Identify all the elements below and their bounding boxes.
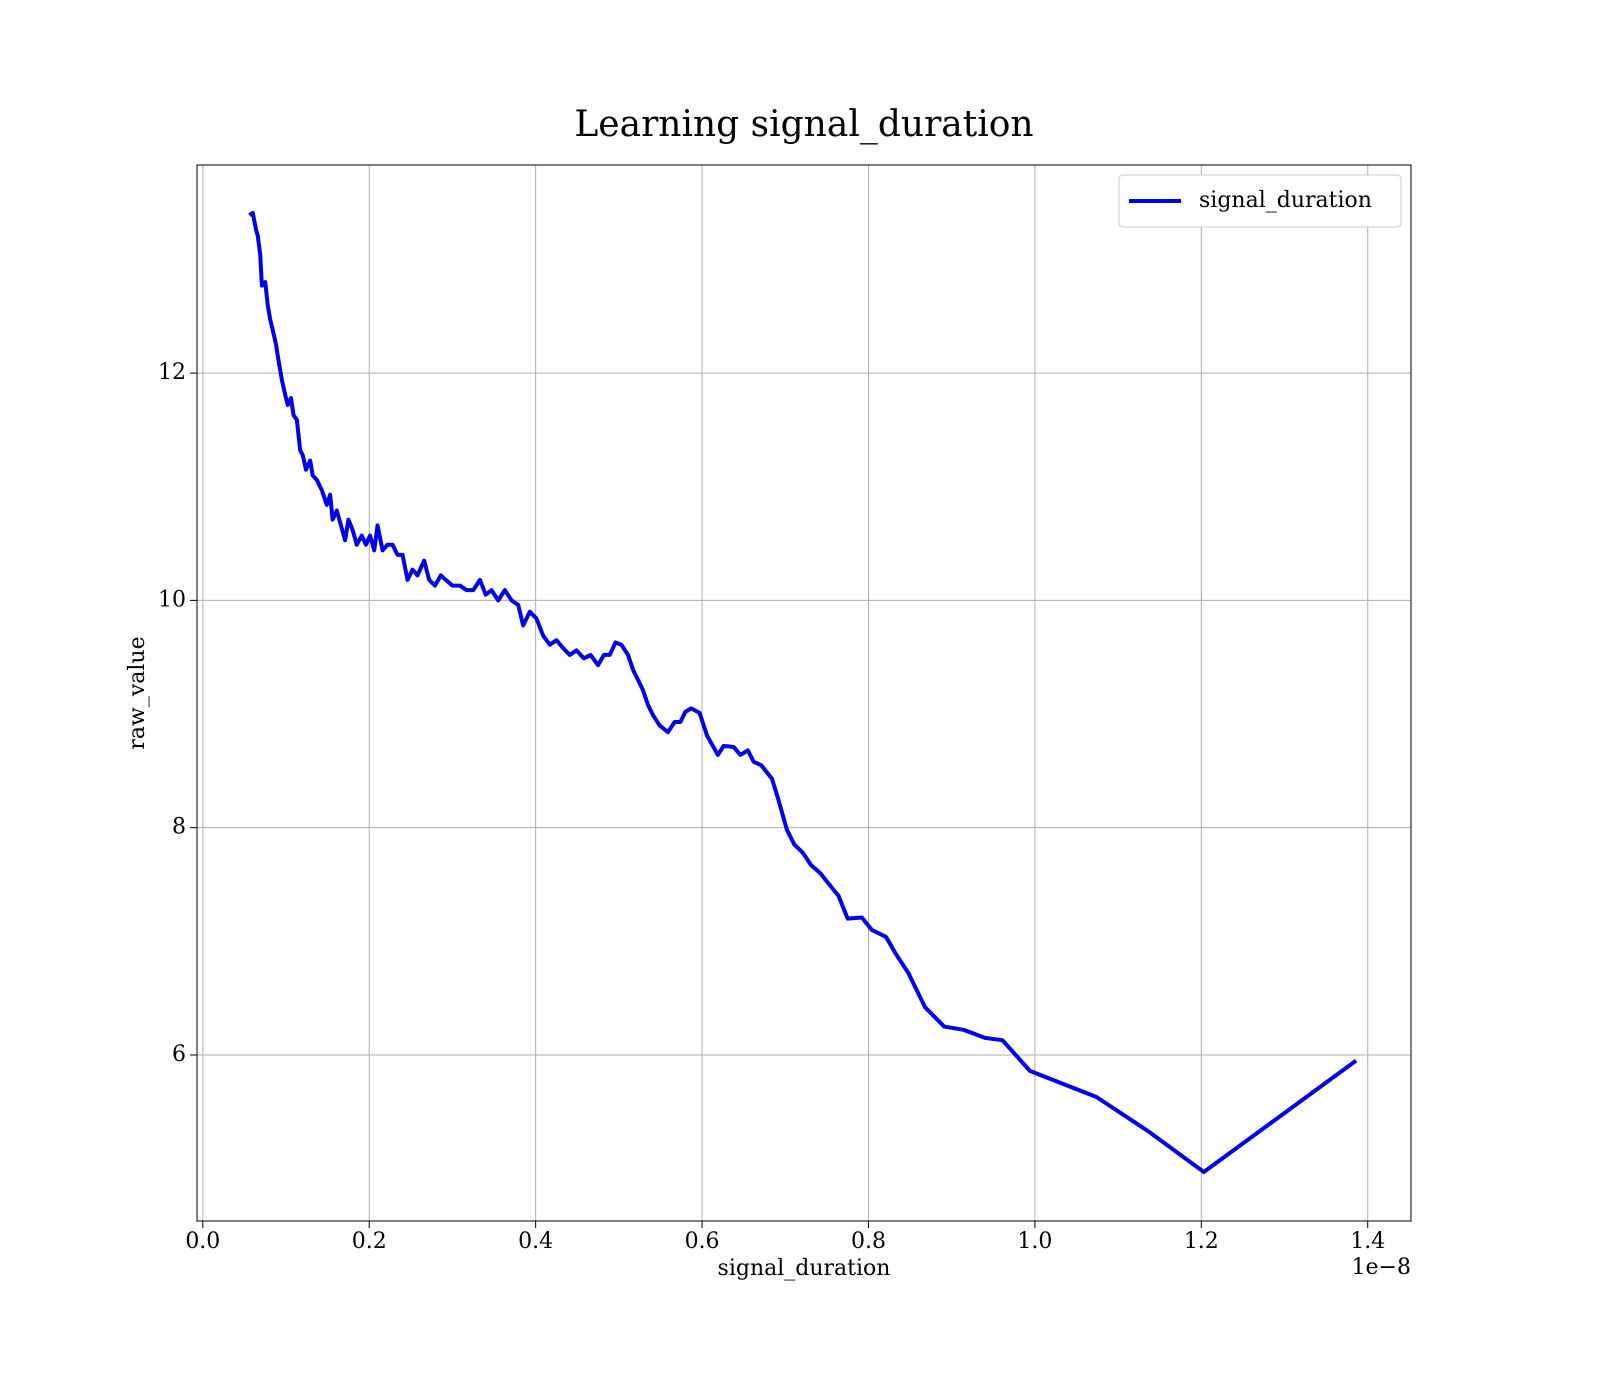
chart-title: Learning signal_duration [574, 104, 1033, 145]
legend-label: signal_duration [1199, 188, 1372, 213]
x-tick-label: 0.6 [685, 1229, 720, 1254]
x-axis-label: signal_duration [718, 1256, 891, 1281]
x-tick-label: 0.2 [352, 1229, 387, 1254]
x-tick-label: 1.0 [1017, 1229, 1052, 1254]
x-offset-label: 1e−8 [1352, 1255, 1411, 1280]
y-tick-label: 8 [172, 815, 186, 840]
x-tick-label: 1.4 [1350, 1229, 1385, 1254]
x-tick-label: 0.4 [518, 1229, 553, 1254]
x-tick-label: 0.8 [851, 1229, 886, 1254]
legend-box [1118, 174, 1402, 228]
line [248, 210, 1358, 1175]
x-tick-label: 1.2 [1184, 1229, 1219, 1254]
y-axis-label: raw_value [125, 636, 150, 749]
y-tick-label: 6 [172, 1042, 186, 1067]
plot-frame [196, 164, 1412, 1222]
y-tick-label: 12 [158, 360, 186, 385]
y-tick-label: 10 [158, 587, 186, 612]
x-tick-label: 0.0 [185, 1229, 220, 1254]
